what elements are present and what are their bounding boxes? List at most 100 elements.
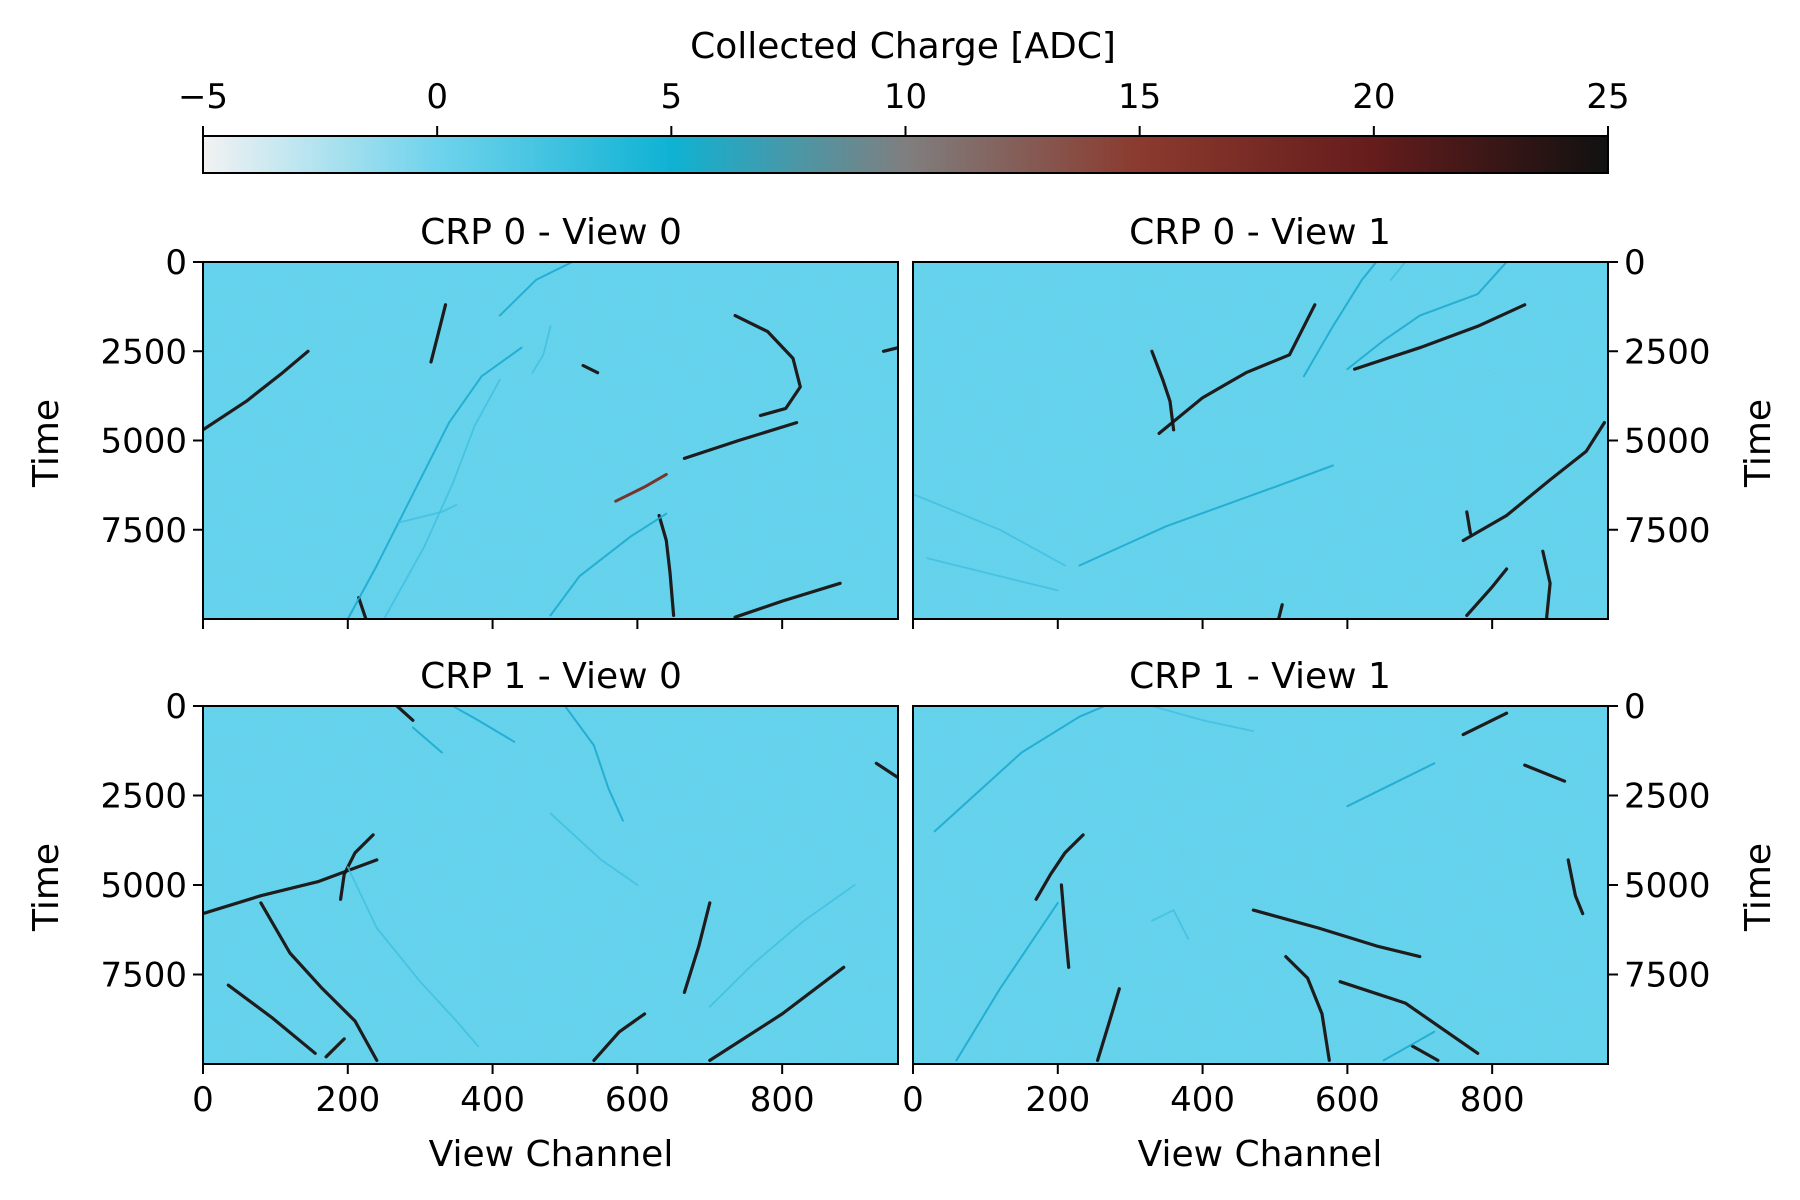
heatmap-noise [913, 262, 1608, 619]
x-axis-label: View Channel [429, 1134, 674, 1175]
colorbar-tick-label: 0 [426, 77, 448, 117]
x-tick-label: 0 [902, 1080, 924, 1120]
track-faint [549, 812, 639, 886]
panel-title: CRP 1 - View 0 [420, 656, 682, 697]
track-blue [451, 706, 516, 743]
track-dark [881, 346, 898, 353]
track-dark [1276, 603, 1284, 619]
y-axis-label: Time [26, 843, 67, 932]
panel-title: CRP 0 - View 1 [1129, 212, 1391, 253]
track-dark [874, 761, 898, 780]
x-tick-label: 800 [750, 1080, 815, 1120]
track-faint [531, 325, 552, 374]
track-blue [955, 901, 1059, 1062]
y-tick-label: 2500 [100, 332, 187, 372]
track-dark [682, 901, 712, 995]
colorbar-tick-label: 15 [1118, 77, 1161, 117]
track-faint [346, 866, 480, 1047]
track-faint [1151, 909, 1189, 940]
track-dark [1566, 858, 1585, 916]
panel-title: CRP 1 - View 1 [1129, 656, 1391, 697]
colorbar-label: Collected Charge [ADC] [690, 26, 1116, 67]
track-dark [1059, 883, 1071, 969]
y-tick-label: 0 [165, 687, 187, 727]
y-axis-label: Time [26, 399, 67, 488]
track-faint [1389, 262, 1407, 281]
y-tick-label: 5000 [100, 422, 187, 462]
track-dark [357, 595, 368, 619]
track-dark [1251, 908, 1422, 959]
track-dark [339, 833, 375, 901]
track-faint [913, 493, 1066, 567]
track-dark [1157, 303, 1317, 435]
track-dark [226, 983, 317, 1055]
colorbar: Collected Charge [ADC] −5 0 5 10 15 20 25 [178, 26, 1630, 174]
panel-crp0-view1: CRP 0 - View 1 Time 0 2500 5000 7500 [912, 212, 1779, 629]
track-dark [1523, 763, 1567, 783]
track-dark [1150, 349, 1176, 432]
y-tick-label: 5000 [1624, 422, 1711, 462]
track-faint [1151, 706, 1255, 732]
track-dark [203, 349, 310, 432]
colorbar-ticks: −5 0 5 10 15 20 25 [178, 77, 1630, 136]
track-dark [1034, 833, 1085, 901]
track-dark [1465, 510, 1473, 535]
colorbar-tick-label: 5 [661, 77, 683, 117]
track-blue [549, 512, 668, 617]
panel-title: CRP 0 - View 0 [420, 212, 682, 253]
y-tick-label: 0 [1624, 687, 1646, 727]
x-tick-label: 800 [1460, 1080, 1525, 1120]
y-tick-label: 7500 [1624, 956, 1711, 996]
track-dark [1541, 549, 1552, 619]
track-dark [429, 303, 448, 364]
heatmap-noise [913, 706, 1608, 1064]
x-tick-label: 200 [1025, 1080, 1090, 1120]
y-tick-label: 2500 [100, 777, 187, 817]
panel-crp1-view0: CRP 1 - View 0 Time View Channel 0 200 400… [26, 656, 899, 1175]
y-axis-label: Time [1738, 399, 1779, 488]
y-axis-label: Time [1738, 843, 1779, 932]
colorbar-tick-label: −5 [178, 77, 228, 117]
y-tick-label: 7500 [100, 956, 187, 996]
track-layer [913, 262, 1607, 619]
x-tick-label: 0 [192, 1080, 214, 1120]
track-blue [1346, 262, 1508, 371]
track-dark [682, 421, 799, 460]
x-tick-label: 600 [605, 1080, 670, 1120]
y-tick-label: 0 [1624, 243, 1646, 283]
track-dark [395, 706, 415, 722]
heatmap-noise [203, 262, 898, 619]
y-tick-label: 7500 [100, 511, 187, 551]
track-faint [708, 884, 856, 1008]
track-blue [1346, 762, 1436, 808]
colorbar-bar [202, 135, 1609, 174]
track-dark [1352, 303, 1527, 371]
track-dark [592, 1012, 647, 1063]
y-tick-label: 2500 [1624, 332, 1711, 372]
x-tick-label: 600 [1315, 1080, 1380, 1120]
track-blue [498, 262, 574, 317]
track-dark [1461, 421, 1607, 543]
track-layer [203, 706, 898, 1063]
track-blue [1382, 1030, 1436, 1062]
track-blue [1078, 464, 1334, 567]
panel-crp1-view1: CRP 1 - View 1 Time View Channel 0 200 400… [902, 656, 1779, 1175]
colorbar-tick-label: 20 [1352, 77, 1395, 117]
track-faint [397, 503, 458, 524]
track-dark [657, 513, 676, 618]
track-dark [1461, 711, 1509, 737]
y-tick-label: 0 [165, 243, 187, 283]
track-layer [933, 706, 1585, 1063]
panel-crp0-view0: CRP 0 - View 0 Time 0 2500 5000 7500 [26, 212, 899, 629]
track-dark [1284, 954, 1331, 1063]
track-blue [411, 726, 443, 754]
y-tick-label: 5000 [1624, 866, 1711, 906]
track-dark [581, 363, 600, 375]
track-dark [1465, 567, 1509, 618]
colorbar-tick-label: 25 [1586, 77, 1629, 117]
track-faint [383, 378, 501, 619]
x-tick-label: 400 [460, 1080, 525, 1120]
x-axis-label: View Channel [1138, 1134, 1383, 1175]
track-blue [933, 706, 1106, 833]
